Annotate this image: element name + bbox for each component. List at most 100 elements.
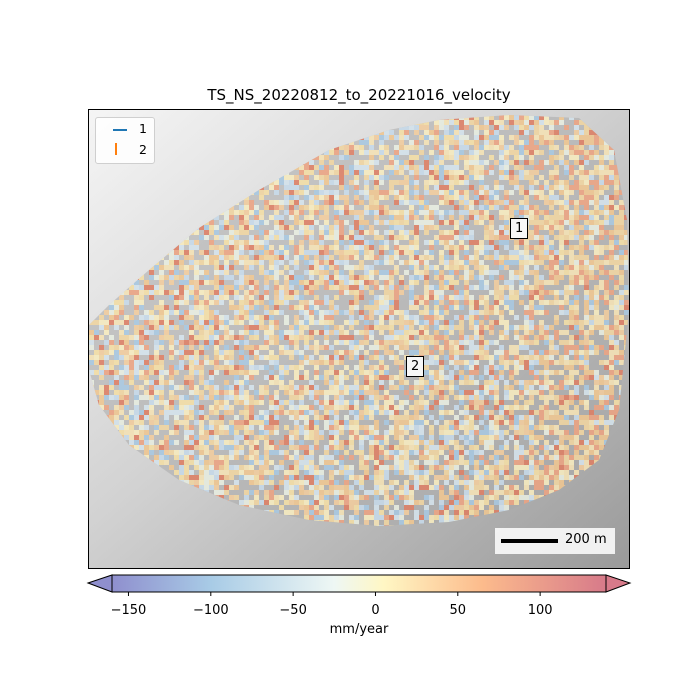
velocity-pixel [259,230,264,235]
velocity-pixel [174,305,179,310]
velocity-pixel [334,180,339,185]
velocity-pixel [374,200,379,205]
velocity-pixel [479,125,484,130]
velocity-pixel [359,265,364,270]
velocity-pixel [154,305,159,310]
velocity-pixel [449,275,454,280]
velocity-pixel [249,210,254,215]
velocity-pixel [129,285,134,290]
velocity-pixel [294,175,299,180]
velocity-pixel [579,225,584,230]
velocity-pixel [174,250,179,255]
velocity-pixel [509,205,514,210]
velocity-pixel [384,195,389,200]
velocity-pixel [439,230,444,235]
velocity-pixel [459,155,464,160]
velocity-pixel [144,290,149,295]
velocity-pixel [504,195,509,200]
velocity-pixel [504,280,509,285]
velocity-pixel [554,235,559,240]
velocity-pixel [519,285,524,290]
velocity-pixel [339,285,344,290]
velocity-pixel [484,210,489,215]
velocity-pixel [624,300,629,305]
velocity-pixel [189,305,194,310]
velocity-pixel [464,125,469,130]
velocity-pixel [359,200,364,205]
velocity-pixel [509,295,514,300]
velocity-pixel [164,305,169,310]
velocity-pixel [494,270,499,275]
velocity-pixel [454,160,459,165]
velocity-pixel [604,195,609,200]
velocity-pixel [499,160,504,165]
velocity-pixel [484,135,489,140]
velocity-pixel [274,265,279,270]
velocity-pixel [214,225,219,230]
velocity-pixel [429,210,434,215]
velocity-pixel [594,255,599,260]
velocity-pixel [389,225,394,230]
velocity-pixel [409,285,414,290]
velocity-pixel [564,290,569,295]
velocity-pixel [334,210,339,215]
velocity-pixel [589,195,594,200]
velocity-pixel [454,280,459,285]
velocity-pixel [509,270,514,275]
velocity-pixel [549,205,554,210]
velocity-pixel [534,150,539,155]
velocity-pixel [214,290,219,295]
velocity-pixel [354,145,359,150]
velocity-pixel [154,265,159,270]
velocity-pixel [339,280,344,285]
velocity-pixel [494,260,499,265]
velocity-pixel [614,230,619,235]
velocity-pixel [429,130,434,135]
velocity-pixel [424,125,429,130]
velocity-pixel [439,280,444,285]
velocity-pixel [374,205,379,210]
velocity-pixel [569,190,574,195]
velocity-pixel [564,170,569,175]
velocity-pixel [614,270,619,275]
velocity-pixel [524,170,529,175]
velocity-pixel [579,210,584,215]
velocity-pixel [569,255,574,260]
velocity-pixel [524,190,529,195]
velocity-pixel [589,290,594,295]
velocity-pixel [559,180,564,185]
velocity-pixel [459,245,464,250]
velocity-pixel [599,170,604,175]
velocity-pixel [279,245,284,250]
velocity-pixel [579,150,584,155]
velocity-pixel [149,295,154,300]
velocity-pixel [134,300,139,305]
velocity-pixel [454,225,459,230]
velocity-pixel [494,180,499,185]
velocity-pixel [274,300,279,305]
velocity-pixel [289,285,294,290]
velocity-pixel [369,145,374,150]
velocity-pixel [324,155,329,160]
velocity-pixel [614,285,619,290]
velocity-pixel [454,155,459,160]
velocity-pixel [564,190,569,195]
velocity-pixel [324,270,329,275]
velocity-pixel [334,145,339,150]
velocity-pixel [229,290,234,295]
velocity-pixel [564,140,569,145]
velocity-pixel [369,135,374,140]
velocity-pixel [374,305,379,310]
velocity-pixel [614,190,619,195]
velocity-pixel [414,145,419,150]
velocity-pixel [464,225,469,230]
velocity-pixel [469,185,474,190]
velocity-pixel [294,210,299,215]
velocity-pixel [374,180,379,185]
velocity-pixel [429,215,434,220]
velocity-pixel [519,265,524,270]
velocity-pixel [374,190,379,195]
velocity-pixel [264,290,269,295]
velocity-pixel [364,245,369,250]
